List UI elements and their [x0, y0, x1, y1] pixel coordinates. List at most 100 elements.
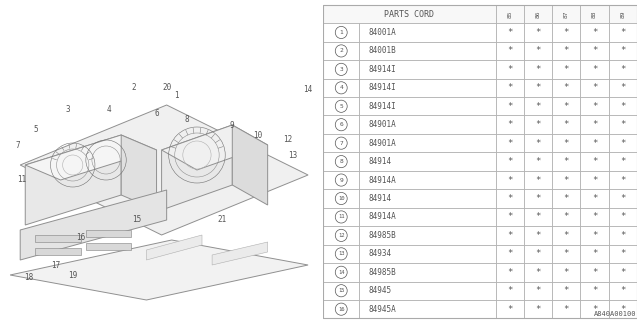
Text: 16: 16: [76, 234, 85, 243]
Text: *: *: [507, 120, 513, 129]
Bar: [552, 5, 580, 23]
Text: 20: 20: [162, 84, 172, 92]
Bar: [609, 171, 637, 189]
Text: *: *: [507, 139, 513, 148]
Text: 84001B: 84001B: [369, 46, 397, 55]
Bar: [323, 97, 359, 116]
Bar: [552, 97, 580, 116]
Text: *: *: [507, 231, 513, 240]
Text: *: *: [535, 286, 541, 295]
Bar: [609, 263, 637, 282]
Polygon shape: [35, 235, 81, 242]
Text: 2: 2: [131, 84, 136, 92]
Text: *: *: [535, 249, 541, 258]
Text: 9: 9: [230, 121, 235, 130]
Polygon shape: [86, 230, 131, 237]
Bar: [609, 226, 637, 244]
Text: *: *: [507, 268, 513, 277]
Text: *: *: [507, 46, 513, 55]
Polygon shape: [212, 242, 268, 265]
Text: *: *: [564, 83, 569, 92]
Text: *: *: [592, 102, 597, 111]
Text: *: *: [620, 139, 625, 148]
Text: 7: 7: [339, 141, 343, 146]
Bar: [524, 189, 552, 208]
Bar: [580, 42, 609, 60]
Bar: [609, 42, 637, 60]
Text: *: *: [592, 139, 597, 148]
Text: *: *: [620, 28, 625, 37]
Text: *: *: [507, 28, 513, 37]
Bar: [552, 60, 580, 79]
Text: *: *: [620, 286, 625, 295]
Text: *: *: [592, 65, 597, 74]
Text: *: *: [535, 212, 541, 221]
Bar: [524, 116, 552, 134]
Bar: [323, 60, 359, 79]
Bar: [552, 208, 580, 226]
Text: *: *: [564, 286, 569, 295]
Text: *: *: [535, 46, 541, 55]
Text: *: *: [507, 65, 513, 74]
Text: *: *: [592, 28, 597, 37]
Text: *: *: [535, 28, 541, 37]
Text: *: *: [535, 176, 541, 185]
Text: 3: 3: [339, 67, 343, 72]
Bar: [580, 60, 609, 79]
Text: *: *: [535, 194, 541, 203]
Bar: [323, 23, 359, 42]
Text: *: *: [535, 83, 541, 92]
Text: *: *: [564, 157, 569, 166]
Bar: [359, 263, 496, 282]
Bar: [552, 263, 580, 282]
Text: *: *: [564, 28, 569, 37]
Text: *: *: [507, 102, 513, 111]
Text: 84985B: 84985B: [369, 231, 397, 240]
Text: 17: 17: [51, 260, 60, 269]
Text: *: *: [507, 249, 513, 258]
Text: *: *: [564, 46, 569, 55]
Text: 11: 11: [17, 175, 27, 185]
Text: *: *: [592, 120, 597, 129]
Bar: [609, 97, 637, 116]
Bar: [580, 134, 609, 152]
Bar: [580, 282, 609, 300]
Bar: [524, 263, 552, 282]
Text: *: *: [564, 231, 569, 240]
Text: 84001A: 84001A: [369, 28, 397, 37]
Text: 84901A: 84901A: [369, 139, 397, 148]
Bar: [552, 116, 580, 134]
Bar: [323, 79, 359, 97]
Polygon shape: [161, 125, 232, 210]
Text: 89: 89: [620, 10, 625, 18]
Bar: [359, 60, 496, 79]
Text: *: *: [592, 305, 597, 314]
Bar: [524, 226, 552, 244]
Text: 84914I: 84914I: [369, 83, 397, 92]
Text: *: *: [507, 83, 513, 92]
Text: *: *: [535, 139, 541, 148]
Text: 2: 2: [339, 48, 343, 53]
Bar: [580, 97, 609, 116]
Bar: [359, 42, 496, 60]
Bar: [323, 5, 495, 23]
Text: *: *: [535, 65, 541, 74]
Polygon shape: [86, 243, 131, 250]
Text: *: *: [535, 231, 541, 240]
Bar: [552, 134, 580, 152]
Bar: [580, 189, 609, 208]
Bar: [359, 116, 496, 134]
Text: 7: 7: [16, 140, 20, 149]
Bar: [609, 208, 637, 226]
Text: 3: 3: [65, 106, 70, 115]
Bar: [580, 152, 609, 171]
Text: *: *: [620, 249, 625, 258]
Text: 13: 13: [338, 251, 344, 256]
Text: 84945: 84945: [369, 286, 392, 295]
Bar: [552, 152, 580, 171]
Bar: [495, 208, 524, 226]
Polygon shape: [10, 240, 308, 300]
Bar: [524, 60, 552, 79]
Text: 84985B: 84985B: [369, 268, 397, 277]
Polygon shape: [20, 190, 166, 260]
